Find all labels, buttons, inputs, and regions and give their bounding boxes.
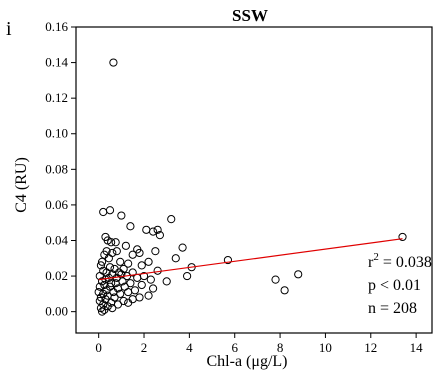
trend-line: [98, 238, 403, 281]
data-point: [116, 289, 125, 298]
annotation-r2: r2 = 0.038: [368, 251, 432, 271]
data-point: [116, 257, 125, 266]
annotation-p: p < 0.01: [368, 277, 421, 294]
data-point: [171, 254, 180, 263]
data-point: [280, 286, 289, 295]
chart-title: SSW: [232, 6, 268, 25]
data-point: [137, 280, 146, 290]
data-point: [111, 279, 120, 288]
data-point: [124, 287, 133, 297]
data-point: [398, 232, 407, 242]
data-point: [96, 293, 106, 302]
x-tick-label: 14: [410, 340, 424, 355]
data-point: [112, 247, 121, 256]
r2-prefix: r: [368, 254, 374, 271]
data-point: [144, 291, 153, 300]
data-point: [128, 250, 137, 259]
y-tick-label: 0.08: [45, 161, 68, 176]
y-tick-label: 0.16: [45, 19, 68, 34]
x-tick-label: 8: [277, 340, 284, 355]
data-point: [144, 257, 153, 266]
data-point: [128, 268, 137, 277]
data-point: [117, 211, 126, 220]
x-tick-label: 4: [186, 340, 193, 355]
data-point: [148, 227, 158, 236]
annotation-n: n = 208: [368, 300, 417, 317]
data-point: [126, 279, 135, 288]
data-point: [104, 254, 113, 263]
x-tick-label: 12: [364, 340, 377, 355]
plot-frame: [75, 26, 433, 334]
data-point: [148, 284, 158, 293]
data-point: [95, 282, 104, 291]
data-point: [135, 293, 144, 302]
y-tick-label: 0.10: [45, 126, 68, 141]
data-point: [162, 277, 171, 286]
y-tick-label: 0.04: [45, 232, 68, 247]
y-axis: 0.00 0.02 0.04 0.06 0.08 0.10 0.12 0.14 0.16: [45, 19, 76, 319]
y-axis-label: C4 (RU): [13, 157, 30, 213]
data-point: [271, 275, 280, 284]
data-point: [146, 275, 155, 284]
y-tick-label: 0.06: [45, 197, 68, 212]
data-point: [294, 270, 303, 279]
data-point: [100, 280, 109, 290]
x-axis-label: Chl-a (μg/L): [207, 353, 288, 370]
data-point: [96, 261, 106, 270]
data-point: [100, 305, 109, 314]
x-axis: 0 2 4 6 8 10 12 14: [95, 333, 423, 355]
data-point: [223, 255, 233, 265]
data-point: [119, 296, 128, 306]
data-point: [153, 266, 162, 275]
data-point: [183, 271, 192, 281]
x-tick-label: 2: [141, 340, 148, 355]
r2-value: = 0.038: [379, 254, 432, 271]
data-point: [107, 238, 116, 247]
data-point: [142, 225, 151, 234]
data-points: [94, 58, 407, 316]
x-tick-label: 6: [231, 340, 238, 355]
data-point: [124, 298, 133, 307]
x-tick-label: 0: [95, 340, 102, 355]
data-point: [151, 247, 160, 256]
data-point: [130, 286, 140, 295]
y-tick-label: 0.00: [45, 304, 68, 319]
data-point: [153, 225, 162, 234]
x-tick-label: 10: [319, 340, 332, 355]
data-point: [105, 206, 115, 215]
data-point: [101, 295, 110, 304]
data-point: [97, 307, 107, 316]
data-point: [105, 263, 115, 272]
data-point: [126, 222, 135, 231]
data-point: [97, 257, 107, 266]
data-point: [94, 287, 103, 297]
data-point: [155, 231, 164, 240]
data-point: [113, 300, 123, 309]
data-point: [111, 238, 120, 247]
data-point: [108, 303, 117, 313]
y-tick-label: 0.12: [45, 90, 68, 105]
data-point: [121, 241, 130, 250]
y-tick-label: 0.02: [45, 268, 68, 283]
data-point: [178, 243, 187, 252]
data-point: [109, 58, 118, 67]
y-tick-label: 0.14: [45, 55, 68, 70]
data-point: [137, 261, 146, 270]
r2-sup: 2: [373, 251, 379, 263]
data-point: [99, 207, 108, 217]
data-point: [110, 293, 119, 302]
data-point: [167, 215, 176, 224]
data-point: [124, 259, 133, 268]
panel-label: i: [6, 18, 12, 40]
